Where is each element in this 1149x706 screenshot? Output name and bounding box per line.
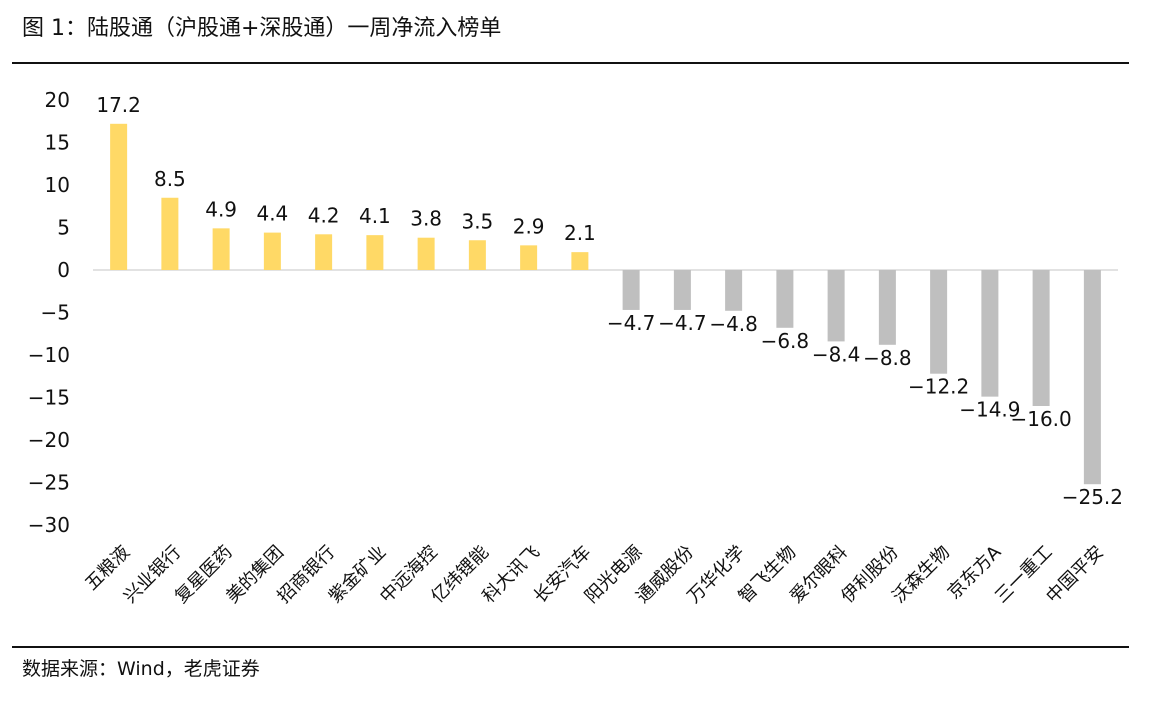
- bar-value-label: 17.2: [96, 93, 141, 117]
- bar-value-label: 4.1: [359, 204, 391, 228]
- bar-value-label: −4.7: [658, 311, 707, 335]
- bottom-rule: [12, 646, 1129, 648]
- bar: [212, 228, 230, 270]
- bar-value-label: −16.0: [1010, 407, 1071, 431]
- bar: [725, 270, 743, 311]
- y-tick-label: −25: [28, 471, 70, 495]
- bar: [1032, 270, 1050, 406]
- bar: [520, 245, 538, 270]
- source-note: 数据来源：Wind，老虎证券: [22, 658, 260, 680]
- bar-value-label: 4.2: [308, 203, 340, 227]
- y-tick-label: 0: [57, 258, 70, 282]
- category-label: 沃森生物: [888, 542, 954, 608]
- y-tick-label: −15: [28, 386, 70, 410]
- bar-value-label: 2.1: [564, 221, 596, 245]
- y-tick-label: 15: [45, 131, 70, 155]
- y-tick-label: 5: [57, 216, 70, 240]
- bar: [315, 234, 333, 270]
- bar: [981, 270, 999, 397]
- bar-value-label: −4.8: [709, 312, 758, 336]
- bar-value-label: 2.9: [513, 214, 545, 238]
- bar: [930, 270, 948, 374]
- y-tick-label: −30: [28, 513, 70, 537]
- category-label: 中国平安: [1042, 542, 1108, 608]
- bar-value-label: 3.5: [461, 209, 493, 233]
- bar: [827, 270, 845, 342]
- bar-value-label: −4.7: [607, 311, 656, 335]
- bar: [110, 123, 128, 270]
- top-rule: [12, 62, 1129, 64]
- y-tick-label: −5: [41, 301, 70, 325]
- bar: [878, 270, 896, 345]
- bar: [263, 232, 281, 270]
- bar: [622, 270, 640, 310]
- category-labels: 五粮液兴业银行复星医药美的集团招商银行紫金矿业中远海控亿纬锂能科大讯飞长安汽车阳…: [81, 541, 1108, 607]
- bar: [571, 252, 589, 270]
- y-tick-label: −20: [28, 428, 70, 452]
- bar: [1083, 270, 1101, 485]
- bar-value-label: 8.5: [154, 167, 186, 191]
- bar-value-label: −6.8: [761, 329, 810, 353]
- y-tick-label: −10: [28, 343, 70, 367]
- bar: [417, 237, 435, 270]
- bar-value-label: −8.8: [863, 346, 912, 370]
- bar-value-label: 4.9: [205, 197, 237, 221]
- y-tick-label: 10: [45, 173, 70, 197]
- bar-value-label: 3.8: [410, 207, 442, 231]
- y-axis: 20 15 10 5 0 −5 −10 −15 −20 −25 −30: [28, 88, 70, 537]
- bar: [366, 235, 384, 270]
- bar-value-label: −8.4: [812, 342, 861, 366]
- value-labels: 17.28.54.9 4.4 4.2 4.1 3.8 3.5 2.9 2.1−4.7 −4.7−…: [96, 93, 1123, 509]
- bar-value-label: −12.2: [908, 375, 969, 399]
- bar-value-label: −14.9: [959, 398, 1020, 422]
- y-tick-label: 20: [45, 88, 70, 112]
- bar-value-label: 4.4: [256, 202, 288, 226]
- page-title: 图 1：陆股通（沪股通+深股通）一周净流入榜单: [22, 16, 502, 41]
- bars: [110, 123, 1101, 485]
- bar: [776, 270, 794, 328]
- bar-value-label: −25.2: [1062, 485, 1123, 509]
- bar: [161, 197, 179, 270]
- bar: [673, 270, 691, 310]
- bar: [468, 240, 486, 270]
